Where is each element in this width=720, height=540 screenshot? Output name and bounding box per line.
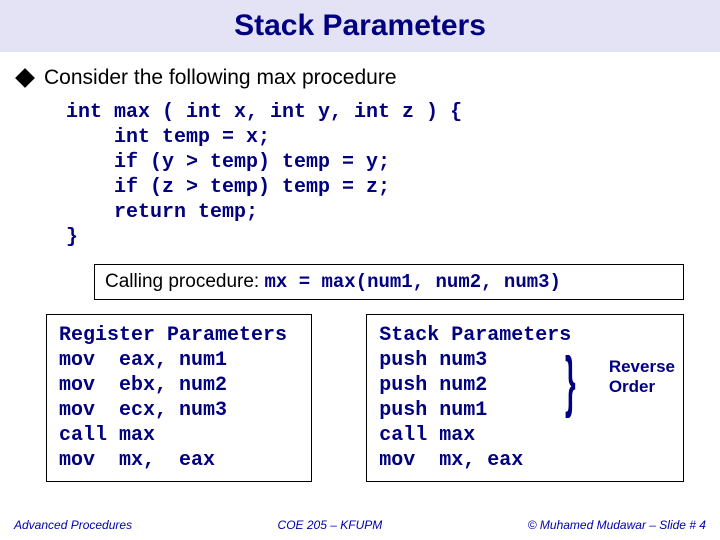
content-area: Consider the following max procedure int… [0, 52, 720, 482]
calling-code: mx = max(num1, num2, num3) [264, 271, 560, 293]
asm-line: call max [59, 423, 299, 448]
boxes-row: Register Parameters mov eax, num1 mov eb… [10, 314, 710, 482]
bullet-icon [15, 68, 35, 88]
footer: Advanced Procedures COE 205 – KFUPM © Mu… [0, 518, 720, 532]
code-block: int max ( int x, int y, int z ) { int te… [10, 100, 710, 250]
footer-left: Advanced Procedures [14, 518, 132, 532]
register-params-box: Register Parameters mov eax, num1 mov eb… [46, 314, 312, 482]
asm-line: mov mx, eax [59, 448, 299, 473]
asm-line: push num1 [379, 398, 671, 423]
bullet-text: Consider the following max procedure [44, 66, 397, 90]
bracket-icon: } [564, 347, 575, 415]
calling-label: Calling procedure: [105, 271, 264, 292]
page-title: Stack Parameters [234, 9, 486, 43]
title-bar: Stack Parameters [0, 0, 720, 52]
reverse-order-label: Reverse Order [609, 357, 675, 398]
asm-line: mov mx, eax [379, 448, 671, 473]
right-box-title: Stack Parameters [379, 323, 671, 348]
calling-box: Calling procedure: mx = max(num1, num2, … [94, 264, 684, 300]
reverse-l2: Order [609, 377, 675, 397]
asm-line: call max [379, 423, 671, 448]
footer-right: © Muhamed Mudawar – Slide # 4 [528, 518, 706, 532]
asm-line: mov ebx, num2 [59, 373, 299, 398]
asm-line: mov eax, num1 [59, 348, 299, 373]
asm-line: mov ecx, num3 [59, 398, 299, 423]
stack-params-box: Stack Parameters push num3 push num2 pus… [366, 314, 684, 482]
left-box-title: Register Parameters [59, 323, 299, 348]
footer-center: COE 205 – KFUPM [278, 518, 383, 532]
bullet-line: Consider the following max procedure [10, 66, 710, 90]
reverse-l1: Reverse [609, 357, 675, 377]
